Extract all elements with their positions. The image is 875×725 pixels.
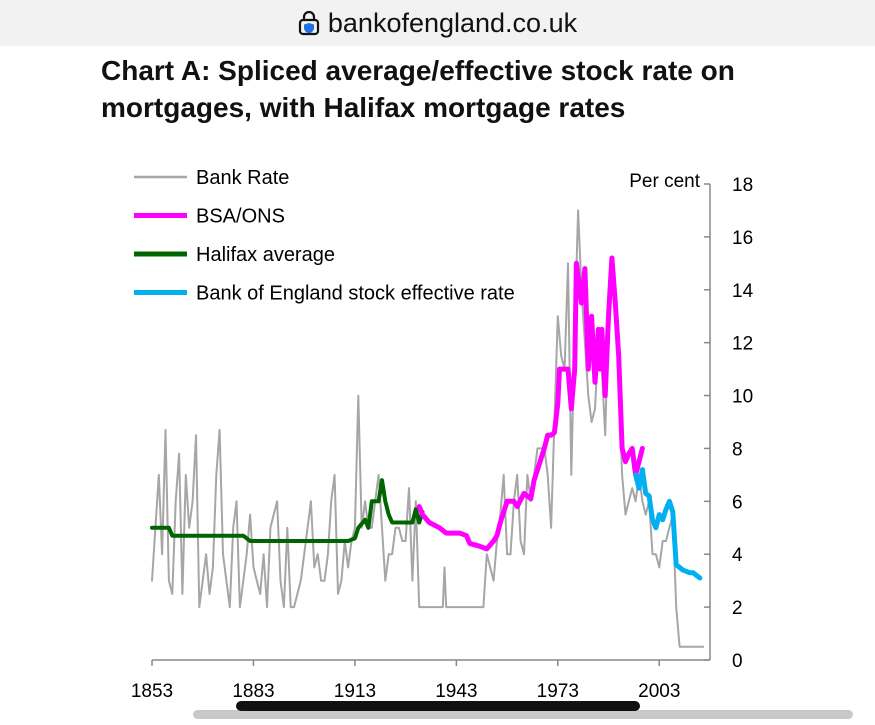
x-tick-label: 1943	[435, 681, 477, 700]
line-chart: 1853 1883 1913 1943 1973 2003 0 2 4 6 8 10 12 14 16 18 P…	[131, 167, 754, 700]
legend-label: BSA/ONS	[196, 206, 285, 228]
y-tick-label: 12	[732, 334, 753, 355]
legend-label: Bank of England stock effective rate	[196, 283, 515, 305]
legend-label: Halifax average	[196, 244, 335, 266]
y-tick-label: 4	[732, 545, 743, 566]
x-tick-label: 1973	[537, 681, 579, 700]
y-axis-label: Per cent	[629, 171, 700, 192]
scrollbar-thumb[interactable]	[236, 701, 640, 711]
y-tick-label: 18	[732, 175, 753, 196]
x-tick-label: 1883	[232, 681, 274, 700]
y-tick-label: 0	[732, 651, 743, 672]
x-tick-label: 1853	[131, 681, 173, 700]
x-tick-label: 2003	[638, 681, 680, 700]
series-line-2	[416, 255, 645, 552]
url-text[interactable]: bankofengland.co.uk	[327, 7, 578, 38]
y-tick-label: 16	[732, 228, 753, 249]
y-tick-label: 6	[732, 492, 743, 513]
legend-label: Bank Rate	[196, 167, 289, 189]
y-tick-label: 2	[732, 598, 743, 619]
series-line-1	[150, 478, 425, 543]
y-tick-label: 10	[732, 387, 753, 408]
horizontal-scrollbar[interactable]	[193, 710, 853, 719]
series-line-3	[633, 467, 703, 581]
y-tick-label: 8	[732, 439, 743, 460]
y-tick-label: 14	[732, 281, 754, 302]
chart-title: Chart A: Spliced average/effective stock…	[101, 55, 735, 123]
lock-shield-icon	[298, 10, 319, 36]
address-bar[interactable]: bankofengland.co.uk	[0, 0, 875, 46]
x-tick-label: 1913	[334, 681, 376, 700]
